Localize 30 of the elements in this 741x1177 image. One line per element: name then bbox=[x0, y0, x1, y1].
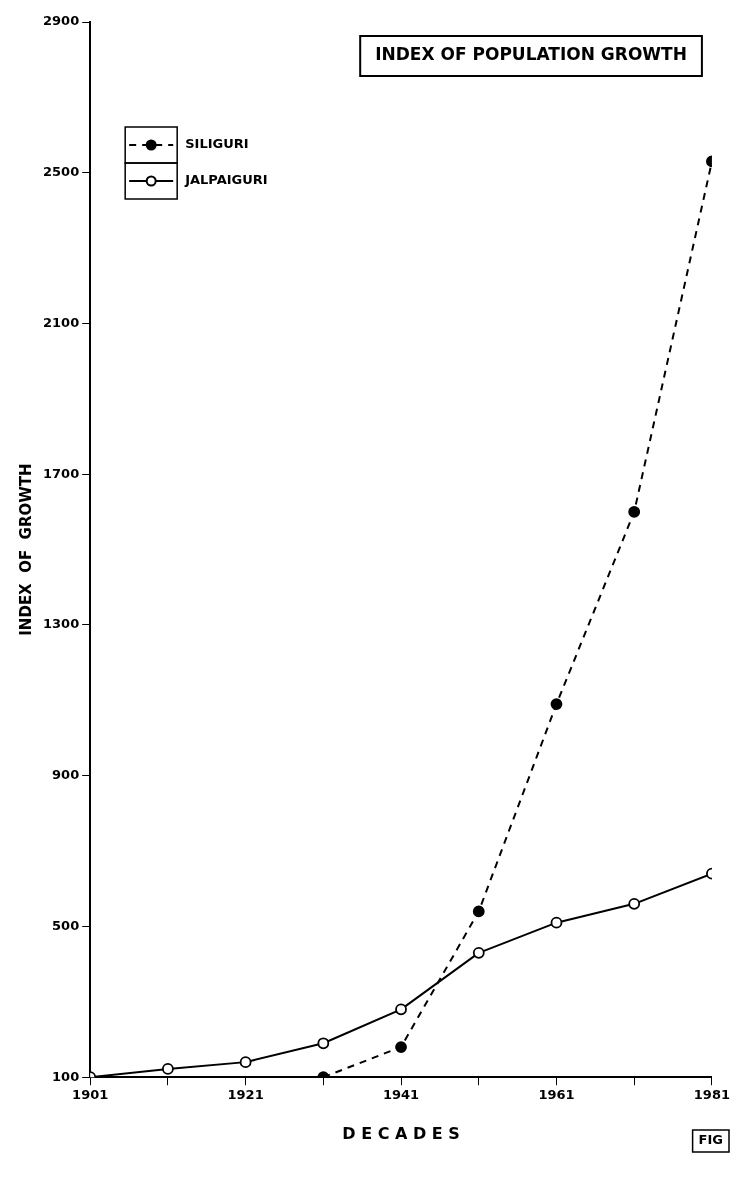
legend-label: JALPAIGURI bbox=[184, 172, 268, 188]
y-tick-label: 2900 bbox=[42, 13, 80, 29]
point bbox=[395, 1041, 407, 1053]
point bbox=[628, 506, 641, 518]
x-tick-label: 1981 bbox=[693, 1087, 730, 1103]
x-axis-title: D E C A D E S bbox=[342, 1123, 460, 1143]
point bbox=[472, 905, 485, 918]
point bbox=[162, 1063, 174, 1075]
point bbox=[550, 698, 563, 711]
text: FIG bbox=[698, 1132, 723, 1148]
y-tick-label: 2500 bbox=[42, 164, 80, 180]
point bbox=[628, 897, 641, 910]
y-tick-label: 1300 bbox=[42, 616, 80, 632]
x-tick-label: 1921 bbox=[227, 1087, 264, 1103]
y-tick-label: 100 bbox=[52, 1068, 80, 1084]
legend-label: SILIGURI bbox=[185, 136, 249, 152]
y-tick-label: 2100 bbox=[42, 314, 80, 330]
point bbox=[395, 1003, 407, 1016]
y-tick-label: 900 bbox=[52, 767, 80, 783]
y-tick-label: 1700 bbox=[42, 465, 80, 481]
x-tick-label: 1961 bbox=[538, 1087, 575, 1103]
point bbox=[239, 1056, 252, 1069]
y-tick-label: 500 bbox=[52, 917, 80, 933]
x-tick-label: 1901 bbox=[72, 1087, 109, 1103]
x-tick-label: 1941 bbox=[382, 1087, 420, 1103]
point bbox=[472, 946, 485, 959]
y-axis-title: INDEX OF GROWTH bbox=[16, 463, 35, 636]
point bbox=[550, 916, 563, 929]
point bbox=[317, 1037, 330, 1050]
text: INDEX OF POPULATION GROWTH bbox=[375, 44, 687, 65]
